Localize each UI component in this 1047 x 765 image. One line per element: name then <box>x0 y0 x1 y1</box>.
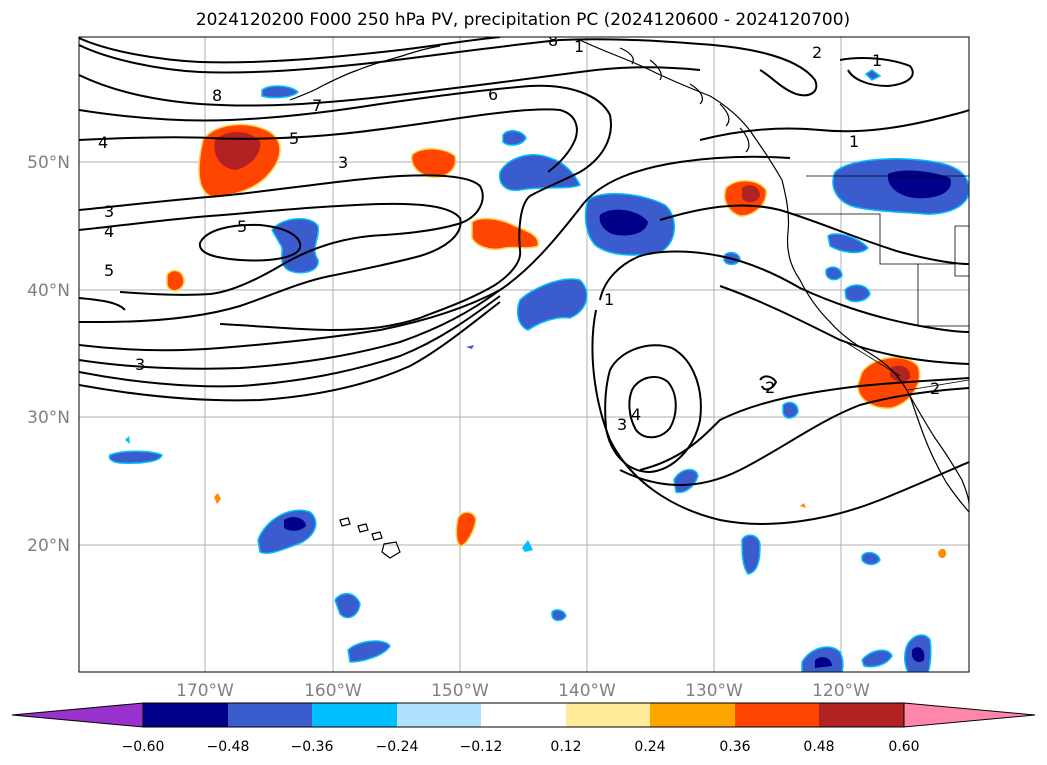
colorbar: −0.60 −0.48 −0.36 −0.24 −0.12 0.12 0.24 … <box>11 702 1036 755</box>
contour-label: 3 <box>617 415 627 434</box>
contour-label: 6 <box>488 85 498 104</box>
contour-label: 1 <box>574 37 584 56</box>
colorbar-bin <box>228 703 312 727</box>
contour-labels: 8 7 6 5 4 3 4 5 3 5 1 2 1 1 3 4 3 2 2 8 … <box>98 31 940 434</box>
colorbar-tick-label: −0.60 <box>122 739 165 755</box>
contour-label: 2 <box>812 43 822 62</box>
contour-label: 3 <box>104 202 114 221</box>
colorbar-over-extension <box>903 702 1036 728</box>
colorbar-under-extension <box>11 702 144 728</box>
colorbar-bin <box>312 703 397 727</box>
colorbar-tick-label: −0.48 <box>207 739 250 755</box>
pv-contours <box>79 37 969 525</box>
lat-tick-label: 40°N <box>27 281 70 301</box>
contour-label: 1 <box>849 132 859 151</box>
lon-tick-label: 170°W <box>176 681 234 701</box>
map-title: 2024120200 F000 250 hPa PV, precipitatio… <box>196 10 850 30</box>
colorbar-bin <box>735 703 819 727</box>
colorbar-frame <box>142 702 905 728</box>
colorbar-bin <box>481 703 566 727</box>
lon-tick-label: 160°W <box>304 681 362 701</box>
colorbar-tick-label: 0.12 <box>550 739 581 755</box>
contour-label: 7 <box>312 96 322 115</box>
colorbar-tick-label: −0.12 <box>460 739 503 755</box>
coastlines <box>289 39 969 559</box>
lat-tick-label: 30°N <box>27 408 70 428</box>
lat-tick-label: 20°N <box>27 536 70 556</box>
contour-label: 8 <box>212 86 222 105</box>
colorbar-bin <box>650 703 735 727</box>
contour-label: 4 <box>104 222 114 241</box>
colorbar-bin <box>397 703 481 727</box>
colorbar-bin <box>819 703 904 727</box>
lon-axis: 170°W 160°W 150°W 140°W 130°W 120°W <box>176 681 870 701</box>
contour-label: 4 <box>631 405 641 424</box>
colorbar-tick-label: −0.24 <box>376 739 419 755</box>
colorbar-tick-label: 0.36 <box>719 739 750 755</box>
lon-tick-label: 140°W <box>558 681 616 701</box>
colorbar-tick-label: 0.48 <box>803 739 834 755</box>
lon-tick-label: 150°W <box>431 681 489 701</box>
contour-label: 3 <box>135 355 145 374</box>
lon-tick-label: 120°W <box>812 681 870 701</box>
contour-label: 1 <box>872 51 882 70</box>
lat-tick-label: 50°N <box>27 153 70 173</box>
contour-label: 2 <box>765 378 775 397</box>
lat-axis: 50°N 40°N 30°N 20°N <box>27 153 70 556</box>
contour-label: 1 <box>604 290 614 309</box>
colorbar-tick-label: 0.24 <box>634 739 665 755</box>
map-frame <box>78 36 970 673</box>
lon-tick-label: 130°W <box>685 681 743 701</box>
contour-label: 3 <box>338 153 348 172</box>
contour-label: 4 <box>98 133 108 152</box>
map-panel[interactable]: 8 7 6 5 4 3 4 5 3 5 1 2 1 1 3 4 3 2 2 8 … <box>79 31 969 672</box>
contour-label: 5 <box>237 217 247 236</box>
contour-label: 5 <box>104 261 114 280</box>
state-borders <box>790 175 969 391</box>
contour-label: 8 <box>548 31 558 50</box>
colorbar-tick-label: −0.36 <box>291 739 334 755</box>
colorbar-bin <box>143 703 228 727</box>
colorbar-bin <box>566 703 650 727</box>
contour-label: 2 <box>930 379 940 398</box>
colorbar-tick-label: 0.60 <box>888 739 919 755</box>
contour-label: 5 <box>289 129 299 148</box>
